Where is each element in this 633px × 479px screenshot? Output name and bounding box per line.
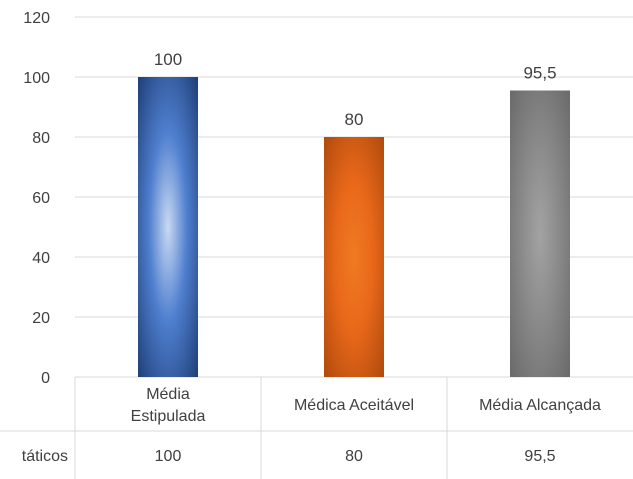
category-label: Média Estipulada [131,386,206,425]
data-labels: 100 80 95,5 [154,50,557,129]
table-value: 95,5 [524,448,555,465]
bar [324,137,384,377]
y-tick-label: 80 [32,130,50,147]
y-tick-label: 100 [23,70,50,87]
bars [138,77,570,377]
y-axis-ticks: 0 20 40 60 80 100 120 [23,10,50,387]
table-value: 80 [345,448,363,465]
y-tick-label: 0 [41,370,50,387]
data-table: Média Estipulada Médica Aceitável Média Alc… [0,377,633,479]
table-value: 100 [155,448,182,465]
category-label: Médica Aceitável [294,397,414,414]
y-tick-label: 60 [32,190,50,207]
bar [510,90,570,377]
y-tick-label: 120 [23,10,50,27]
data-label: 95,5 [523,64,556,83]
data-label: 100 [154,50,182,69]
data-label: 80 [345,110,364,129]
bar [138,77,198,377]
table-row-label: táticos [22,448,68,465]
y-tick-label: 40 [32,250,50,267]
y-tick-label: 20 [32,310,50,327]
category-label: Média Alcançada [479,397,601,414]
